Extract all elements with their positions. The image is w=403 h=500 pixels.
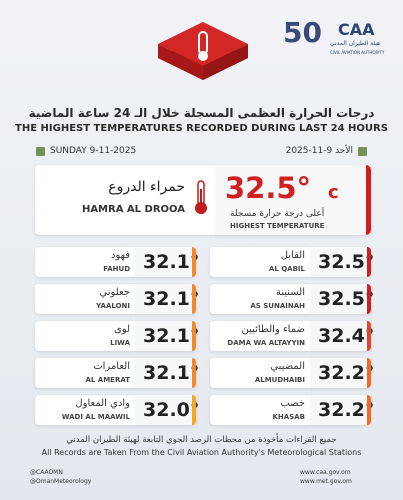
station-card: جعلوني YAALONI 32.1° [35, 284, 200, 314]
thermometer-badge [158, 22, 248, 80]
station-temperature: 32.1° [143, 325, 200, 347]
authority-en: CIVIL AVIATION AUTHORITY [330, 50, 385, 55]
station-temperature: 32.5° [318, 288, 375, 310]
date-en: SUNDAY 9-11-2025 [50, 146, 137, 156]
highlight-label-ar: أعلى درجة حرارة مسجلة [230, 209, 325, 219]
station-name-ar: خصب [280, 398, 305, 409]
station-temperature: 32.0° [143, 399, 200, 421]
temperature-box: 32.1° [135, 247, 200, 277]
station-temperature: 32.1° [143, 288, 200, 310]
station-name-ar: فهود [110, 250, 130, 261]
station-temperature: 32.2° [318, 362, 375, 384]
highlight-unit: c [328, 182, 339, 203]
temperature-box: 32.0° [135, 395, 200, 425]
temperature-edge [367, 395, 371, 425]
temperature-box: 32.2° [310, 395, 375, 425]
social-handle: @CAAOMN [30, 469, 63, 476]
highlight-card: 32.5° c أعلى درجة حرارة مسجلة HIGHEST TE… [35, 165, 371, 235]
station-name-en: AL QABIL [268, 265, 305, 273]
temperature-box: 32.1° [135, 321, 200, 351]
temperature-box: 32.2° [310, 358, 375, 388]
station-temperature: 32.4° [318, 325, 375, 347]
temperature-edge [367, 247, 371, 277]
station-name-ar: القابل [280, 250, 305, 261]
station-name-ar: لوى [113, 324, 130, 335]
temperature-edge [192, 247, 196, 277]
station-card: ضماء والطائيين DAMA WA ALTAYYIN 32.4° [210, 321, 375, 351]
temperature-box: 32.5° [310, 247, 375, 277]
station-name-en: KHASAB [272, 413, 306, 421]
station-temperature: 32.2° [318, 399, 375, 421]
highlight-temperature: 32.5° [225, 171, 312, 205]
station-card: وادي المعاول WADI AL MAAWIL 32.0° [35, 395, 200, 425]
title-en: THE HIGHEST TEMPERATURES RECORDED DURING… [15, 123, 388, 134]
station-card: القابل AL QABIL 32.5° [210, 247, 375, 277]
calendar-icon [358, 147, 367, 156]
station-name-en: DAMA WA ALTAYYIN [227, 339, 305, 347]
website: www.caa.gov.om [300, 469, 351, 476]
station-name-ar: وادي المعاول [75, 398, 130, 409]
temperature-box: 32.1° [135, 284, 200, 314]
temperature-box: 32.5° [310, 284, 375, 314]
station-name-en: LIWA [110, 339, 130, 347]
station-card: العامرات AL AMERAT 32.1° [35, 358, 200, 388]
station-card: لوى LIWA 32.1° [35, 321, 200, 351]
temperature-edge [367, 321, 371, 351]
temperature-edge [367, 358, 371, 388]
station-name-ar: العامرات [93, 361, 130, 372]
station-temperature: 32.1° [143, 251, 200, 273]
station-temperature: 32.5° [318, 251, 375, 273]
highlight-panel [215, 165, 371, 235]
station-name-ar: ضماء والطائيين [241, 324, 305, 335]
temperature-edge [192, 321, 196, 351]
temperature-edge [367, 284, 371, 314]
note-en: All Records are Taken From the Civil Avi… [41, 448, 362, 457]
note-ar: جميع القراءات مأخوذة من محطات الرصد الجو… [66, 435, 337, 445]
station-name-ar: جعلوني [99, 287, 130, 298]
title-ar: درجات الحرارة العظمى المسجلة خلال الـ 24… [28, 106, 375, 120]
caa-logo: CAA [338, 20, 375, 39]
authority-ar: هيئة الطيران المدني [330, 40, 381, 47]
station-name-ar: السنينة [275, 287, 305, 298]
temperature-box: 32.4° [310, 321, 375, 351]
station-card: المضيبي ALMUDHAIBI 32.2° [210, 358, 375, 388]
station-card: السنينة AS SUNAINAH 32.5° [210, 284, 375, 314]
station-name-en: YAALONI [96, 302, 130, 310]
temperature-edge [192, 284, 196, 314]
temperature-edge [192, 395, 196, 425]
thermometer-icon [195, 180, 207, 214]
anniversary-logo: 50 [283, 16, 322, 49]
station-name-en: WADI AL MAAWIL [61, 413, 130, 421]
highlight-edge [366, 165, 371, 235]
temperature-box: 32.1° [135, 358, 200, 388]
website: www.met.gov.om [300, 478, 352, 485]
station-name-en: AL AMERAT [85, 376, 130, 384]
social-handle: @OmanMeteorology [30, 478, 92, 485]
highlight-station-en: HAMRA AL DROOA [81, 204, 185, 215]
calendar-icon [36, 147, 45, 156]
station-name-ar: المضيبي [270, 361, 305, 372]
station-name-en: FAHUD [103, 265, 130, 273]
highlight-station-ar: حمراء الدروع [108, 179, 185, 195]
temperature-edge [192, 358, 196, 388]
highlight-label-en: HIGHEST TEMPERATURE [230, 222, 325, 230]
station-temperature: 32.1° [143, 362, 200, 384]
station-card: خصب KHASAB 32.2° [210, 395, 375, 425]
station-name-en: ALMUDHAIBI [254, 376, 305, 384]
date-ar: الأحد 9-11-2025 [285, 146, 353, 156]
station-name-en: AS SUNAINAH [250, 302, 305, 310]
station-card: فهود FAHUD 32.1° [35, 247, 200, 277]
